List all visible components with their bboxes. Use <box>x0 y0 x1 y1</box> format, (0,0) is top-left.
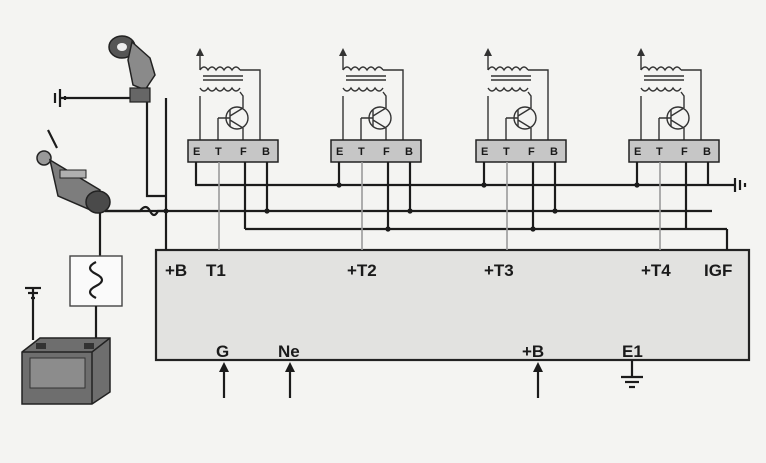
module-1-terminal-block <box>187 139 279 163</box>
igniter-module-3: E T F B <box>475 48 567 250</box>
ecu-label-t1: T1 <box>206 261 226 280</box>
distributor-icon <box>108 35 156 103</box>
input-arrow-ne <box>285 362 295 398</box>
ecu-label-t3: +T3 <box>484 261 514 280</box>
ignition-coil-icon <box>196 48 261 140</box>
module-2-pin-t: T <box>358 146 365 158</box>
module-1-pin-e: E <box>193 146 200 158</box>
module-4-pin-e: E <box>634 146 641 158</box>
igniter-module-2: E T F B <box>330 48 422 250</box>
module-2-terminal-block <box>330 139 422 163</box>
module-4-pin-b: B <box>703 146 711 158</box>
battery-icon <box>21 286 111 405</box>
power-transistor-icon <box>199 91 249 140</box>
ecu-label-e1: E1 <box>622 342 643 361</box>
module-1-pin-b: B <box>262 146 270 158</box>
fuse-icon <box>105 205 166 217</box>
module-3-pin-e: E <box>481 146 488 158</box>
chassis-ground-icon <box>733 178 747 192</box>
module-2-pin-e: E <box>336 146 343 158</box>
ignition-coil-icon <box>637 48 702 140</box>
ignition-coil-icon <box>339 48 404 140</box>
module-3-pin-f: F <box>528 146 535 158</box>
igniter-module-1: E T F B <box>187 48 279 250</box>
ecu-label-t4: +T4 <box>641 261 671 280</box>
module-4-pin-t: T <box>656 146 663 158</box>
ecu-label-g: G <box>216 342 229 361</box>
ecu-box <box>154 248 751 362</box>
battery-ground-symbol <box>53 89 130 107</box>
ecu-label-t2: +T2 <box>347 261 377 280</box>
ecu-label-ne: Ne <box>278 342 300 361</box>
module-3-pin-t: T <box>503 146 510 158</box>
ecu-label-igf: IGF <box>704 261 732 280</box>
module-1-pin-t: T <box>215 146 222 158</box>
module-2-pin-f: F <box>383 146 390 158</box>
ignition-coil-icon <box>484 48 549 140</box>
module-4-terminal-block <box>628 139 720 163</box>
ground-icon <box>621 360 643 389</box>
module-4-pin-f: F <box>681 146 688 158</box>
input-arrow-plus-b <box>533 362 543 398</box>
power-transistor-icon <box>640 91 690 140</box>
ecu-label-plus-b-bottom: +B <box>522 342 544 361</box>
ignition-switch-icon <box>36 129 111 214</box>
module-2-pin-b: B <box>405 146 413 158</box>
module-3-pin-b: B <box>550 146 558 158</box>
module-1-pin-f: F <box>240 146 247 158</box>
igniter-module-4: E T F B <box>628 48 720 250</box>
module-3-terminal-block <box>475 139 567 163</box>
power-transistor-icon <box>487 91 537 140</box>
ecu-label-plus-b-top: +B <box>165 261 187 280</box>
power-transistor-icon <box>342 91 392 140</box>
fusible-link-icon <box>69 255 123 307</box>
input-arrow-g <box>219 362 229 398</box>
